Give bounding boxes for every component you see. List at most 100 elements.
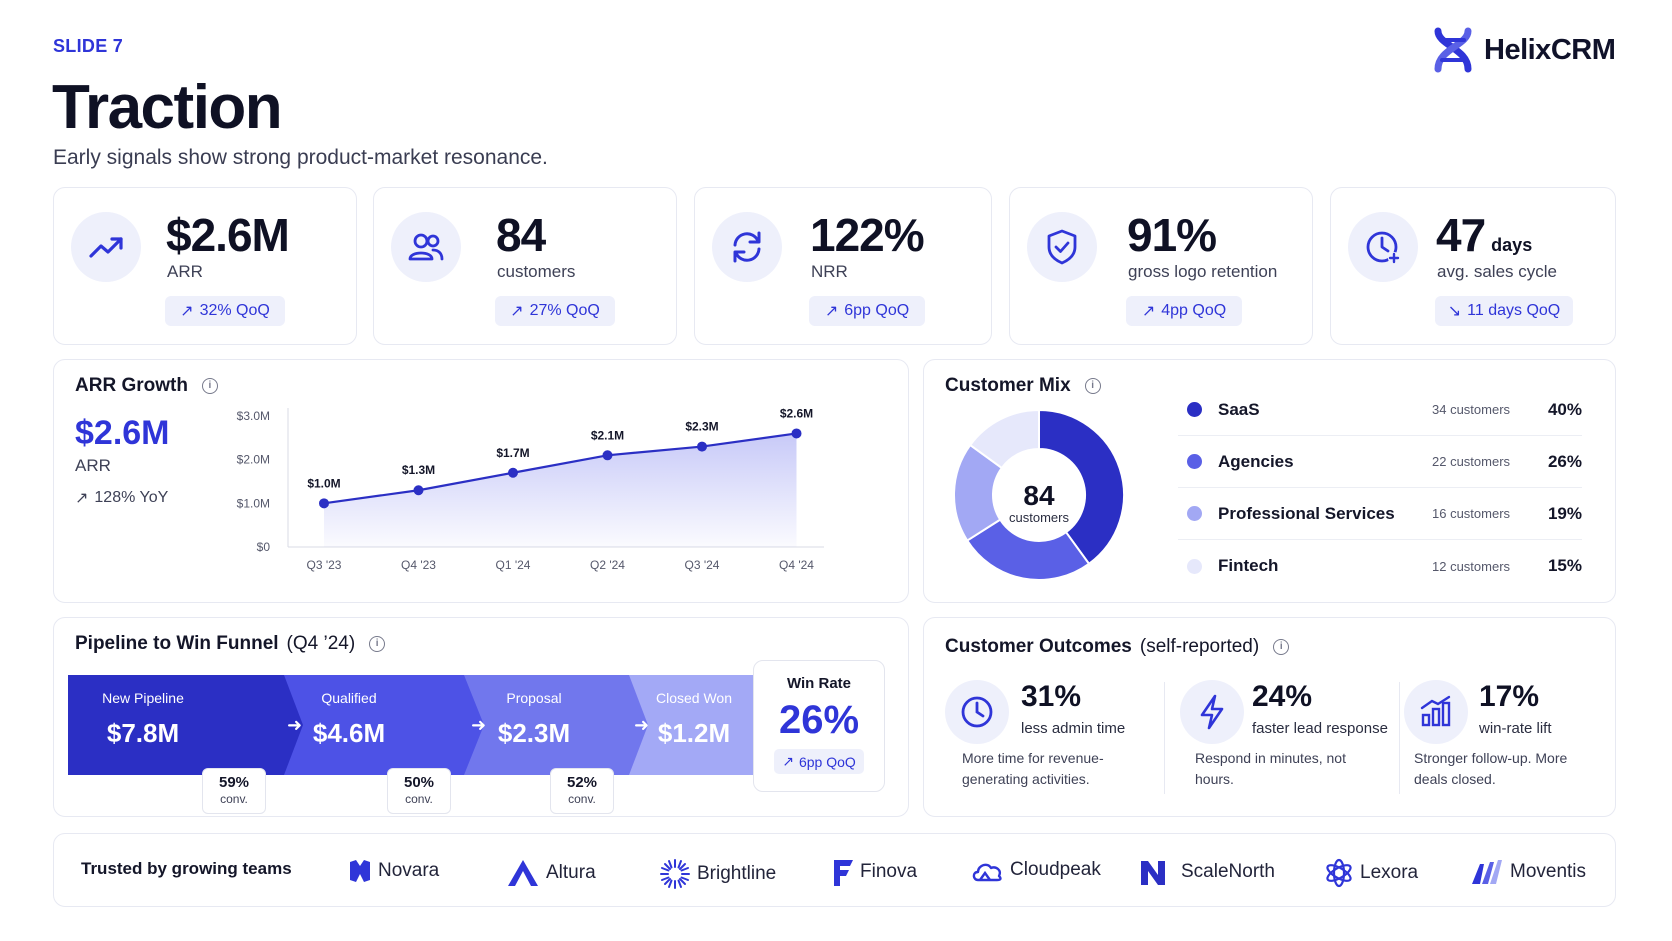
- trusted-label: Trusted by growing teams: [81, 859, 292, 878]
- funnel-stage-qualified: Qualified $4.6M: [249, 670, 449, 770]
- data-label: $1.7M: [496, 446, 529, 460]
- donut-center-label: customers: [1009, 510, 1069, 525]
- legend-dot: [1187, 402, 1202, 417]
- info-icon[interactable]: i: [1084, 378, 1101, 394]
- funnel-card: Pipeline to Win Funnel (Q4 ’24) i ➜ ➜ ➜ Ne…: [53, 617, 909, 817]
- arrow-up-right-icon: ↗: [824, 303, 839, 320]
- kpi-value: 91%: [1127, 209, 1217, 261]
- kpi-unit: days: [1491, 235, 1533, 255]
- y-tick-label: $3.0M: [237, 409, 270, 423]
- brand-moventis: Moventis: [1470, 858, 1586, 886]
- outcome-desc: Stronger follow-up. More deals closed.: [1414, 750, 1568, 787]
- stage-value: $2.3M: [497, 718, 571, 748]
- outcomes-title: Customer Outcomes (self-reported) i: [945, 636, 1290, 658]
- page-subtitle: Early signals show strong product-market…: [53, 146, 548, 169]
- y-tick-label: $1.0M: [237, 496, 270, 510]
- mix-pct: 15%: [1547, 556, 1582, 575]
- page-title: Traction: [52, 73, 283, 142]
- arrow-up-right-icon: ↗: [510, 303, 524, 320]
- divider: [1399, 682, 1400, 794]
- customer-mix-donut: [953, 410, 1125, 581]
- stage-value: $4.6M: [312, 718, 386, 748]
- x-tick-label: Q1 '24: [496, 558, 531, 572]
- arr-big-label: ARR: [75, 456, 111, 475]
- y-tick-label: $2.0M: [237, 453, 270, 467]
- arrow-up-right-icon: ↗: [75, 490, 89, 507]
- brand-name: ScaleNorth: [1181, 861, 1275, 882]
- stage-label: Proposal: [506, 690, 562, 706]
- kpi-value: 122%: [810, 209, 925, 261]
- customer-outcomes-card: Customer Outcomes (self-reported) i 31% le…: [923, 617, 1616, 817]
- funnel-arrow-icon: ➜: [471, 715, 486, 735]
- funnel-stage-proposal: Proposal $2.3M: [439, 670, 629, 770]
- info-icon[interactable]: i: [1273, 639, 1290, 655]
- stage-label: Qualified: [321, 690, 377, 706]
- novara-logo-icon: [350, 860, 370, 882]
- funnel-shapes: ➜ ➜ ➜: [68, 675, 754, 775]
- donut-slice-saas: [1038, 410, 1125, 566]
- brand-name: Lexora: [1360, 862, 1419, 883]
- mix-row-fintech: Fintech 12 customers 15%: [1178, 540, 1582, 592]
- brand-cloudpeak: Cloudpeak: [970, 858, 1101, 882]
- kpi-change-badge: ↗ 27% QoQ: [495, 296, 615, 326]
- trusted-by-bar: Trusted by growing teams Novara Altura B…: [53, 833, 1616, 907]
- kpi-card-customers: 84 customers ↗ 27% QoQ: [373, 187, 677, 345]
- brand-altura: Altura: [506, 858, 596, 888]
- mix-pct: 40%: [1547, 399, 1582, 419]
- mix-name: Agencies: [1218, 451, 1294, 471]
- x-tick-label: Q4 '23: [401, 558, 436, 572]
- conversion-badge: 59% conv.: [202, 768, 266, 814]
- stage-label: Closed Won: [655, 690, 732, 706]
- win-rate-value: 26%: [778, 698, 860, 742]
- brand-name: Moventis: [1510, 861, 1587, 882]
- brand-name: Finova: [860, 861, 918, 882]
- arrow-up-right-icon: ↗: [180, 303, 194, 320]
- outcome-pct: 31%: [1021, 680, 1082, 713]
- kpi-change-badge: ↗ 6pp QoQ: [809, 296, 925, 326]
- data-label: $1.3M: [402, 463, 435, 477]
- mix-count: 16 customers: [1432, 506, 1511, 521]
- customer-mix-title: Customer Mix i: [945, 375, 1101, 397]
- brand-brightline: Brightline: [659, 858, 776, 890]
- kpi-value: 84: [496, 209, 546, 261]
- kpi-label: customers: [497, 262, 576, 281]
- arr-big-value: $2.6M: [75, 414, 170, 452]
- bolt-icon: [1180, 680, 1244, 744]
- stage-value: $1.2M: [657, 718, 731, 748]
- brand-novara: Novara: [348, 858, 439, 884]
- brand-scalenorth: ScaleNorth: [1139, 858, 1275, 886]
- arrow-down-right-icon: ↘: [1447, 303, 1462, 320]
- x-tick-label: Q4 '24: [779, 558, 814, 572]
- conversion-badge: 50% conv.: [387, 768, 451, 814]
- legend-dot: [1187, 558, 1202, 574]
- outcome-label: win-rate lift: [1479, 720, 1552, 737]
- mix-row-saas: SaaS 34 customers 40%: [1178, 384, 1582, 436]
- info-icon[interactable]: i: [369, 636, 386, 652]
- mix-row-agencies: Agencies 22 customers 26%: [1178, 436, 1582, 488]
- mix-pct: 19%: [1547, 503, 1582, 523]
- trend-up-icon: [71, 212, 141, 282]
- divider: [1164, 682, 1165, 794]
- legend-dot: [1187, 506, 1202, 521]
- data-label: $2.1M: [591, 428, 624, 442]
- altura-logo-icon: [508, 860, 538, 886]
- mix-name: Fintech: [1218, 556, 1279, 575]
- helix-logo-icon: [1434, 27, 1472, 73]
- outcomes-title-note: (self-reported): [1139, 636, 1260, 657]
- shield-check-icon: [1027, 212, 1097, 282]
- legend-dot: [1187, 454, 1202, 469]
- donut-center: 84 customers: [944, 480, 1134, 525]
- data-point: [697, 441, 707, 452]
- win-rate-label: Win Rate: [786, 675, 852, 692]
- kpi-card-nrr: 122% NRR ↗ 6pp QoQ: [694, 187, 992, 345]
- mix-pct: 26%: [1547, 451, 1582, 471]
- info-icon[interactable]: i: [201, 378, 218, 394]
- kpi-card-arr: $2.6M ARR ↗ 32% QoQ: [53, 187, 357, 345]
- brightline-logo-icon: [660, 859, 690, 889]
- customer-mix-card: Customer Mix i 84 customers SaaS 34 custo…: [923, 359, 1616, 603]
- win-rate-box: Win Rate 26% ↗ 6pp QoQ: [753, 660, 885, 792]
- kpi-change-badge: ↗ 4pp QoQ: [1126, 296, 1242, 326]
- users-icon: [391, 212, 461, 282]
- kpi-label: ARR: [167, 262, 203, 281]
- mix-name: Professional Services: [1218, 503, 1395, 523]
